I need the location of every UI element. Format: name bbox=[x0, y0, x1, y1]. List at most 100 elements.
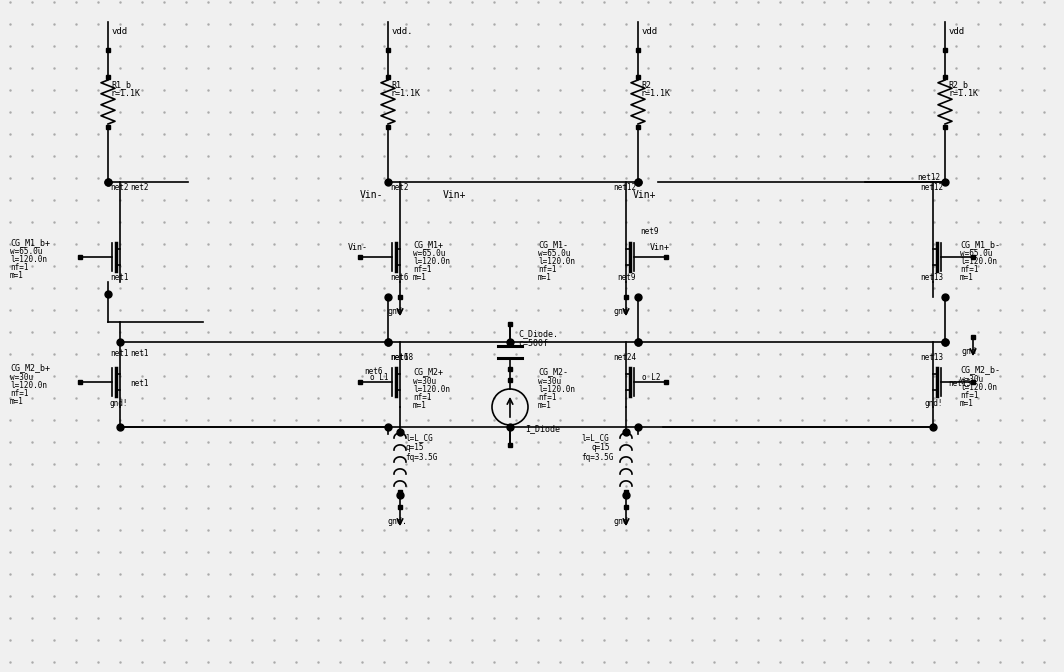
Text: vdd: vdd bbox=[642, 28, 659, 36]
Text: Vin+: Vin+ bbox=[650, 243, 670, 251]
Text: gnd: gnd bbox=[388, 308, 403, 317]
Text: vdd: vdd bbox=[112, 28, 128, 36]
Text: w=65.0u: w=65.0u bbox=[10, 247, 43, 257]
Text: I_Diode: I_Diode bbox=[525, 425, 560, 433]
Bar bbox=[971, 380, 975, 384]
Text: net6: net6 bbox=[365, 368, 383, 376]
Text: CG_M1_b-: CG_M1_b- bbox=[960, 241, 1000, 249]
Bar bbox=[398, 295, 402, 299]
Text: r=1.1K: r=1.1K bbox=[948, 89, 978, 99]
Text: Vin+: Vin+ bbox=[443, 190, 466, 200]
Bar bbox=[636, 48, 641, 52]
Text: o L2: o L2 bbox=[642, 372, 661, 382]
Bar bbox=[664, 255, 668, 259]
Text: l=120.0n: l=120.0n bbox=[538, 384, 575, 394]
Text: r=1.1K: r=1.1K bbox=[390, 89, 421, 99]
Text: net12: net12 bbox=[917, 173, 940, 181]
Bar bbox=[398, 505, 402, 509]
Text: net2: net2 bbox=[390, 183, 409, 192]
Text: m=1: m=1 bbox=[10, 396, 23, 405]
Text: r=1.1K: r=1.1K bbox=[641, 89, 671, 99]
Text: m=1: m=1 bbox=[538, 401, 552, 409]
Text: net12: net12 bbox=[920, 183, 943, 192]
Bar bbox=[943, 125, 947, 129]
Bar bbox=[358, 255, 362, 259]
Bar bbox=[78, 255, 82, 259]
Bar bbox=[386, 125, 390, 129]
Text: nf=1: nf=1 bbox=[413, 265, 432, 274]
Bar bbox=[106, 125, 110, 129]
Text: net18: net18 bbox=[390, 353, 413, 362]
Bar bbox=[943, 75, 947, 79]
Text: net6: net6 bbox=[390, 273, 409, 282]
Text: R2_b: R2_b bbox=[948, 81, 968, 89]
Text: w=30u: w=30u bbox=[413, 376, 436, 386]
Text: net2: net2 bbox=[110, 183, 129, 192]
Text: Vin-: Vin- bbox=[348, 243, 368, 251]
Text: net13: net13 bbox=[948, 380, 971, 388]
Text: net9: net9 bbox=[617, 273, 636, 282]
Bar bbox=[624, 295, 628, 299]
Bar bbox=[508, 367, 512, 371]
Text: m=1: m=1 bbox=[413, 274, 427, 282]
Text: nf=1: nf=1 bbox=[538, 392, 556, 401]
Text: q=15: q=15 bbox=[405, 444, 423, 452]
Bar bbox=[624, 490, 628, 494]
Text: l=L_CG: l=L_CG bbox=[405, 433, 433, 442]
Text: l=120.0n: l=120.0n bbox=[960, 257, 997, 267]
Text: CG_M1_b+: CG_M1_b+ bbox=[10, 239, 50, 247]
Text: w=65.0u: w=65.0u bbox=[538, 249, 570, 259]
Text: fq=3.5G: fq=3.5G bbox=[581, 454, 613, 462]
Bar bbox=[508, 378, 512, 382]
Text: m=1: m=1 bbox=[413, 401, 427, 409]
Text: m=1: m=1 bbox=[10, 271, 23, 280]
Text: net1: net1 bbox=[110, 349, 129, 358]
Text: w=30u: w=30u bbox=[960, 374, 983, 384]
Bar bbox=[971, 255, 975, 259]
Text: nf=1: nf=1 bbox=[960, 265, 979, 274]
Text: l=120.0n: l=120.0n bbox=[413, 257, 450, 267]
Text: w=30u: w=30u bbox=[10, 372, 33, 382]
Bar bbox=[971, 335, 975, 339]
Text: nf=1: nf=1 bbox=[413, 392, 432, 401]
Text: w=30u: w=30u bbox=[538, 376, 561, 386]
Text: gnd.: gnd. bbox=[388, 517, 408, 526]
Bar bbox=[106, 75, 110, 79]
Bar bbox=[386, 75, 390, 79]
Text: fq=3.5G: fq=3.5G bbox=[405, 454, 437, 462]
Text: CG_M2_b+: CG_M2_b+ bbox=[10, 364, 50, 372]
Text: CG_M2_b-: CG_M2_b- bbox=[960, 366, 1000, 374]
Text: o L1: o L1 bbox=[370, 372, 388, 382]
Text: gnd!: gnd! bbox=[925, 398, 943, 407]
Text: l=120.0n: l=120.0n bbox=[960, 382, 997, 392]
Bar bbox=[78, 380, 82, 384]
Text: nf=1: nf=1 bbox=[960, 390, 979, 399]
Text: Vin-: Vin- bbox=[360, 190, 383, 200]
Text: nf=1: nf=1 bbox=[538, 265, 556, 274]
Text: net12: net12 bbox=[613, 183, 636, 192]
Text: gnd: gnd bbox=[614, 517, 629, 526]
Text: net1: net1 bbox=[110, 273, 129, 282]
Text: l=120.0n: l=120.0n bbox=[10, 380, 47, 390]
Text: R1_b: R1_b bbox=[111, 81, 131, 89]
Text: CG_M2-: CG_M2- bbox=[538, 368, 568, 376]
Text: net1: net1 bbox=[130, 380, 149, 388]
Text: w=65.0u: w=65.0u bbox=[413, 249, 446, 259]
Bar bbox=[106, 48, 110, 52]
Bar bbox=[398, 490, 402, 494]
Text: C_Diode.: C_Diode. bbox=[518, 329, 558, 339]
Bar bbox=[508, 443, 512, 447]
Text: m=1: m=1 bbox=[538, 274, 552, 282]
Bar bbox=[624, 505, 628, 509]
Bar bbox=[664, 380, 668, 384]
Bar bbox=[624, 430, 628, 434]
Bar bbox=[398, 430, 402, 434]
Text: net24: net24 bbox=[613, 353, 636, 362]
Bar bbox=[358, 380, 362, 384]
Text: m=1: m=1 bbox=[960, 398, 974, 407]
Text: net13: net13 bbox=[920, 273, 943, 282]
Text: net1: net1 bbox=[130, 349, 149, 358]
Bar bbox=[943, 48, 947, 52]
Text: nf=1: nf=1 bbox=[10, 263, 29, 273]
Text: l=120.0n: l=120.0n bbox=[10, 255, 47, 265]
